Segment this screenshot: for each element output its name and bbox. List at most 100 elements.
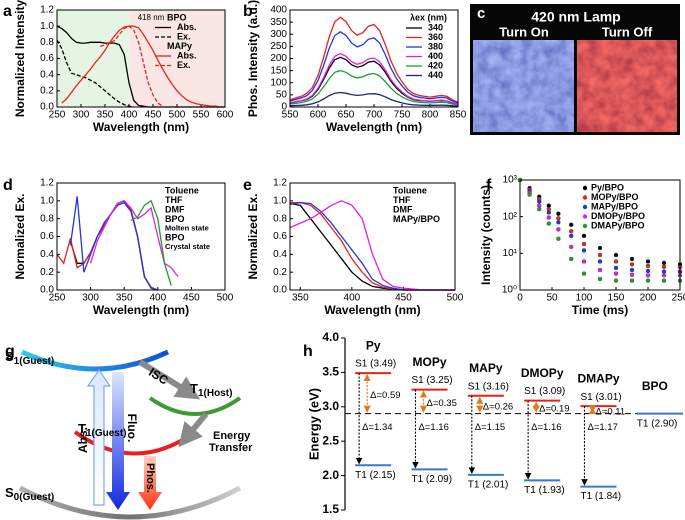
y-tick-label: 0.2 <box>40 85 54 96</box>
x-tick-label: 400 <box>149 293 166 304</box>
x-axis-title: Wavelength (nm) <box>326 120 422 134</box>
y-tick-label: 150 <box>270 65 287 76</box>
point <box>581 233 587 238</box>
point <box>569 222 574 227</box>
y-tick-label: 0 <box>281 102 287 113</box>
gap-label: Δ=0.59 <box>370 390 400 401</box>
s1-curve <box>20 349 170 372</box>
abs-arrow <box>86 368 112 506</box>
legend-label: MAPy/BPO <box>393 214 440 224</box>
x-tick-label: 450 <box>145 110 162 121</box>
gap-label: Δ=1.16 <box>531 422 561 433</box>
x-tick-label: 300 <box>73 110 90 121</box>
gap-label: Δ=1.17 <box>587 422 617 433</box>
jablonski-diagram: g S1(Guest) T1(Host) T1(Guest) S0(Guest)… <box>5 343 253 520</box>
s0-curve <box>18 485 242 520</box>
y-tick-label: 50 <box>276 90 288 101</box>
state-sub: 1(Host) <box>198 388 232 399</box>
category-label: Py <box>366 338 381 352</box>
fluo-label: Fluo. <box>125 414 139 443</box>
y-tick-label: 0.8 <box>273 213 287 224</box>
legend-marker <box>582 223 588 229</box>
y-tick-label: 0.8 <box>40 213 54 224</box>
legend-label: THF <box>393 195 411 205</box>
point <box>581 259 587 264</box>
x-axis-title: Wavelength (nm) <box>93 303 189 317</box>
point <box>661 264 667 269</box>
legend-label: Toluene <box>393 185 427 195</box>
legend-group: MAPy <box>167 41 192 51</box>
phos-label: Phos. <box>144 463 156 493</box>
x-tick-label: 550 <box>282 110 299 121</box>
x-tick-label: 0 <box>517 293 523 304</box>
plot-frame <box>56 9 226 108</box>
gap-label: Δ=1.16 <box>418 422 448 433</box>
point <box>597 245 603 251</box>
y-tick-label: 0.2 <box>40 267 54 278</box>
x-tick-label: 450 <box>183 293 200 304</box>
x-tick-label: 500 <box>169 110 186 121</box>
legend-label: 360 <box>428 32 443 42</box>
legend-label: DMAPy/BPO <box>591 220 645 230</box>
series-line <box>56 200 158 291</box>
energy-transfer-label: Transfer <box>209 442 253 454</box>
legend-note: Molten state <box>165 223 209 232</box>
x-tick-label: 300 <box>82 293 99 304</box>
y-tick-label: 3.5 <box>322 365 339 379</box>
legend-marker <box>582 195 588 200</box>
category-label: DMAPy <box>577 371 619 385</box>
photo-label: Turn Off <box>602 24 653 39</box>
category-label: MOPy <box>412 355 446 369</box>
y-tick-label: 0.0 <box>40 285 54 296</box>
legend-label: DMOPy/BPO <box>591 211 645 221</box>
y-tick-label: 250 <box>270 41 287 52</box>
value-label: T1 (2.01) <box>468 480 509 491</box>
y-tick-label: 300 <box>270 29 287 40</box>
y-tick-label: 1.2 <box>40 178 54 189</box>
photo-blue <box>473 40 574 132</box>
phos-arrow <box>138 456 162 510</box>
legend-label: DMF <box>165 204 185 214</box>
value-label: S1 (3.16) <box>468 381 509 392</box>
series-line <box>289 16 459 103</box>
legend-label: 440 <box>428 70 443 80</box>
point <box>613 271 619 276</box>
point <box>556 211 561 216</box>
x-axis-title: Time (ms) <box>572 303 628 317</box>
point <box>629 256 635 262</box>
point <box>645 268 651 274</box>
state-label: S1(Guest) <box>5 349 54 366</box>
value-label: T1 (1.93) <box>524 485 565 496</box>
x-tick-label: 150 <box>608 293 625 304</box>
point <box>613 278 619 283</box>
y-tick-label: 10¹ <box>503 248 518 259</box>
value-label: S1 (3.01) <box>580 392 621 403</box>
x-tick-label: 400 <box>344 293 361 304</box>
x-tick-label: 600 <box>217 110 234 121</box>
x-tick-label: 550 <box>193 110 210 121</box>
series-line <box>56 39 134 108</box>
y-tick-label: 1.2 <box>273 178 287 189</box>
category-label: MAPy <box>469 361 503 375</box>
panel-letter: b <box>243 3 253 20</box>
x-tick-label: 200 <box>640 293 657 304</box>
y-tick-label: 100 <box>270 77 287 88</box>
value-label: T1 (1.84) <box>580 491 621 502</box>
state-label: T1(Host) <box>190 381 232 398</box>
gap-label: Δ=0.19 <box>539 404 569 415</box>
point <box>569 244 574 250</box>
y-tick-label: 0.2 <box>273 267 287 278</box>
y-tick-label: 0.6 <box>273 231 287 242</box>
point <box>629 262 635 267</box>
y-tick-label: 350 <box>270 17 287 28</box>
point <box>629 278 635 283</box>
value-label: S1 (3.25) <box>411 375 452 386</box>
y-tick-label: 0.4 <box>273 249 287 260</box>
state-symbol: T <box>78 421 86 436</box>
state-sub: 0(Guest) <box>14 492 55 503</box>
legend-marker <box>582 204 588 210</box>
y-tick-label: 10² <box>503 211 518 222</box>
legend-note: Crystal state <box>165 242 210 251</box>
